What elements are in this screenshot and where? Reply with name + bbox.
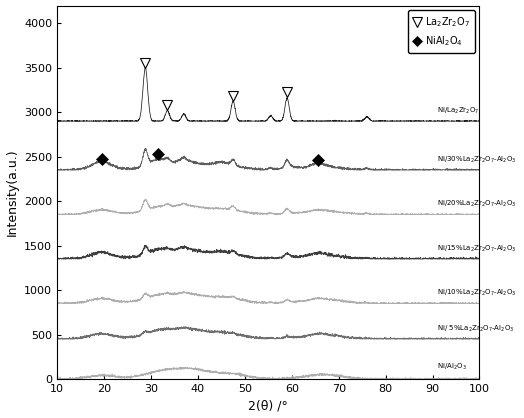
Text: Ni/Al$_2$O$_3$: Ni/Al$_2$O$_3$ — [437, 362, 467, 372]
Text: Ni/15%La$_2$Zr$_2$O$_7$-Al$_2$O$_3$: Ni/15%La$_2$Zr$_2$O$_7$-Al$_2$O$_3$ — [437, 243, 517, 254]
Y-axis label: Intensity(a.u.): Intensity(a.u.) — [6, 148, 18, 236]
Text: Ni/30%La$_2$Zr$_2$O$_7$-Al$_2$O$_3$: Ni/30%La$_2$Zr$_2$O$_7$-Al$_2$O$_3$ — [437, 155, 517, 165]
X-axis label: 2(θ) /°: 2(θ) /° — [248, 400, 288, 413]
Text: Ni/La$_2$Zr$_2$O$_7$: Ni/La$_2$Zr$_2$O$_7$ — [437, 106, 479, 116]
Text: Ni/20%La$_2$Zr$_2$O$_7$-Al$_2$O$_3$: Ni/20%La$_2$Zr$_2$O$_7$-Al$_2$O$_3$ — [437, 199, 517, 209]
Text: Ni/10%La$_2$Zr$_2$O$_7$-Al$_2$O$_3$: Ni/10%La$_2$Zr$_2$O$_7$-Al$_2$O$_3$ — [437, 288, 517, 298]
Legend: La$_2$Zr$_2$O$_7$, NiAl$_2$O$_4$: La$_2$Zr$_2$O$_7$, NiAl$_2$O$_4$ — [408, 10, 475, 53]
Text: Ni/ 5%La$_2$Zr$_2$O$_7$-Al$_2$O$_3$: Ni/ 5%La$_2$Zr$_2$O$_7$-Al$_2$O$_3$ — [437, 324, 515, 334]
